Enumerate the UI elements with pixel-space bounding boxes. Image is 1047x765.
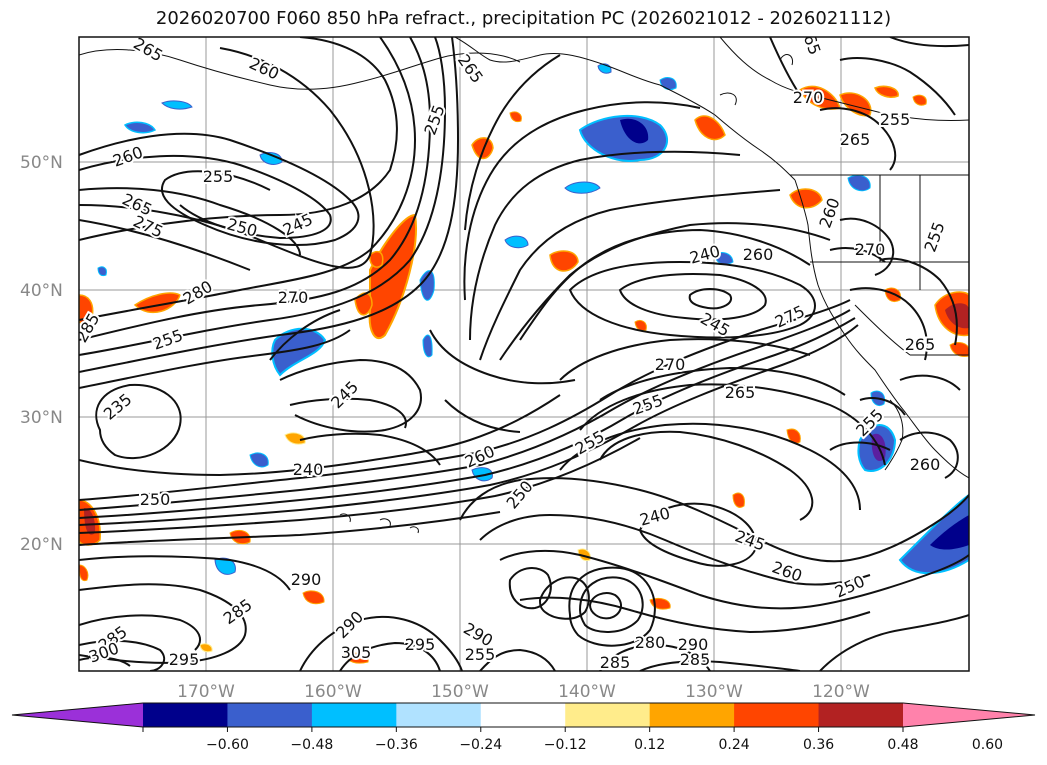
contour-label: 255 [465, 645, 496, 664]
colorbar-segment [818, 703, 904, 727]
lon-label-170W: 170°W [177, 682, 235, 702]
colorbar-segment [143, 703, 228, 727]
colorbar-segment [480, 703, 566, 727]
colorbar-extend-low [12, 703, 143, 727]
contour-label: 295 [405, 635, 436, 654]
colorbar-tick-label: 0.12 [634, 737, 665, 753]
contour-label: 265 [905, 335, 936, 354]
contour-label: 290 [291, 570, 322, 589]
lat-label-40N: 40°N [20, 281, 63, 301]
contour-label: 240 [293, 460, 324, 479]
colorbar-tick-label: −0.48 [290, 737, 333, 753]
lat-label-30N: 30°N [20, 408, 63, 428]
colorbar-segment [649, 703, 735, 727]
contour-label: 270 [793, 88, 824, 107]
contour-label: 295 [169, 650, 200, 669]
colorbar-segment [565, 703, 651, 727]
map-title: 2026020700 F060 850 hPa refract., precip… [155, 8, 892, 29]
colorbar-segment [227, 703, 313, 727]
lat-label-20N: 20°N [20, 535, 63, 555]
colorbar-tick-label: −0.12 [544, 737, 587, 753]
precip-patches [79, 63, 969, 664]
lon-label-120W: 120°W [812, 682, 870, 702]
lon-label-150W: 150°W [431, 682, 489, 702]
colorbar-tick-label: 0.48 [887, 737, 918, 753]
contour-label: 250 [140, 490, 171, 509]
contour-label: 255 [880, 110, 911, 129]
colorbar-tick-label: 0.60 [972, 737, 1003, 753]
lon-label-130W: 130°W [685, 682, 743, 702]
colorbar-extend-high [903, 703, 1035, 727]
contour-label: 270 [655, 355, 686, 374]
contour-label: 305 [341, 643, 372, 662]
contour-label: 260 [743, 245, 774, 264]
latitude-labels: 50°N 40°N 30°N 20°N [20, 153, 63, 555]
colorbar-segment [396, 703, 482, 727]
contour-label: 270 [855, 240, 886, 259]
contour-label: 285 [600, 653, 631, 672]
lon-label-140W: 140°W [558, 682, 616, 702]
longitude-labels: 170°W 160°W 150°W 140°W 130°W 120°W [177, 682, 870, 702]
contour-label: 290 [678, 635, 709, 654]
colorbar-tick-label: 0.36 [803, 737, 834, 753]
contour-label: 280 [635, 633, 666, 652]
coastlines [79, 37, 969, 534]
colorbar-segment [734, 703, 820, 727]
contour-label: 260 [910, 455, 941, 474]
lon-label-160W: 160°W [304, 682, 362, 702]
refractivity-contours [79, 37, 969, 671]
colorbar-segment [311, 703, 397, 727]
contour-label: 265 [725, 383, 756, 402]
colorbar-tick-label: −0.24 [459, 737, 502, 753]
colorbar-tick-label: 0.24 [719, 737, 750, 753]
colorbar-tick-label: −0.60 [206, 737, 249, 753]
colorbar-tick-label: −0.36 [375, 737, 418, 753]
contour-label: 285 [680, 650, 711, 669]
contour-label: 255 [203, 167, 234, 186]
map-frame [78, 36, 970, 672]
contour-label: 270 [278, 288, 309, 307]
contour-label: 265 [840, 130, 871, 149]
lat-label-50N: 50°N [20, 153, 63, 173]
colorbar: −0.60 −0.48 −0.36 −0.24 −0.12 0.12 0.24 0.36 0.4… [11, 702, 1036, 753]
graticule [79, 37, 969, 671]
